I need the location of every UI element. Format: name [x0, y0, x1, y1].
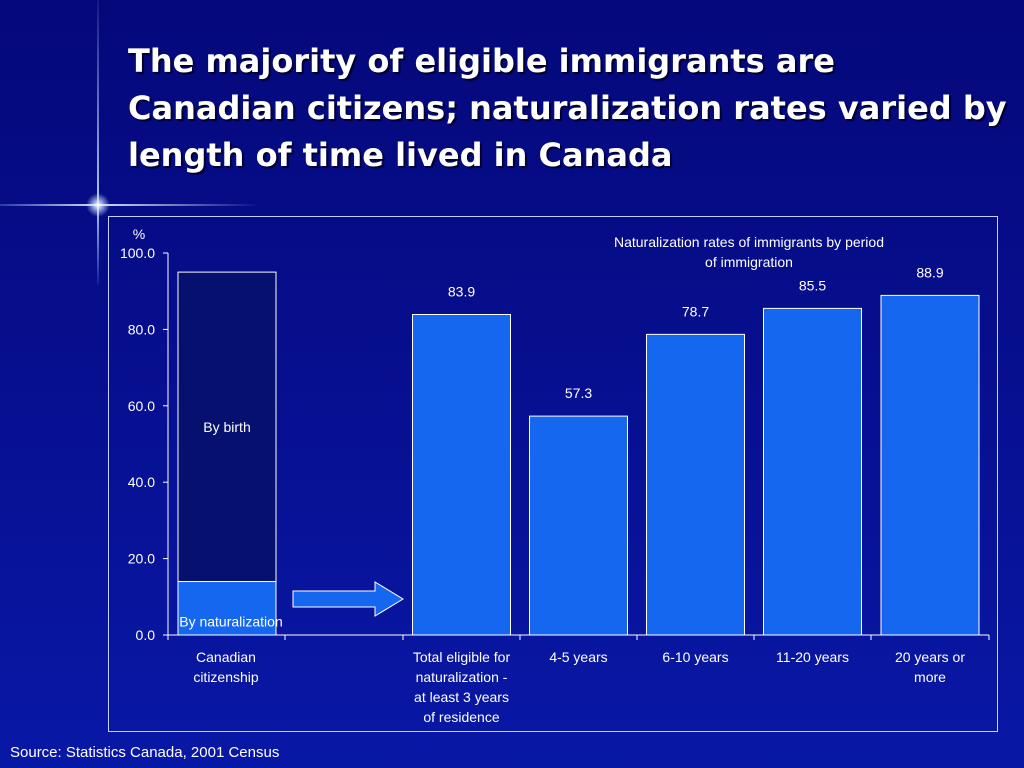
y-tick-label: 40.0: [128, 474, 155, 490]
data-label: 88.9: [916, 264, 943, 280]
y-tick-label: 60.0: [128, 398, 155, 414]
bar: [646, 333, 745, 636]
data-label: 83.9: [448, 284, 475, 300]
x-category-label: 6-10 years: [662, 649, 728, 665]
chart-panel: 100.0 80.0 60.0 40.0 20.0 0.0% By naturalizati…: [108, 216, 998, 732]
stacked-segment-label: By naturalization: [179, 613, 283, 629]
y-tick-label: 100.0: [120, 245, 155, 261]
chart-title: Naturalization rates of immigrants by pe…: [614, 234, 884, 250]
data-label: 57.3: [565, 385, 592, 401]
slide-title: The majority of eligible immigrants are …: [128, 42, 1007, 174]
right-arrow-icon: [292, 581, 404, 617]
decorative-sparkle-icon: [86, 193, 110, 217]
x-category-label: 20 years or: [895, 649, 965, 665]
decorative-vertical-line: [97, 0, 99, 285]
x-category-label: Total eligible for: [413, 649, 511, 665]
x-category-label: at least 3 years: [414, 689, 509, 705]
stacked-bar-segment: [177, 581, 277, 636]
y-tick-label: 0.0: [136, 627, 156, 643]
source-note: Source: Statistics Canada, 2001 Census: [10, 744, 280, 761]
x-category-label: naturalization -: [416, 669, 508, 685]
bar: [880, 294, 980, 636]
x-category-label: Canadian: [196, 649, 256, 665]
data-label: 78.7: [682, 303, 709, 319]
stacked-bar-segment: [177, 271, 277, 583]
bar: [763, 307, 862, 636]
y-tick-label: 20.0: [128, 551, 155, 567]
x-category-label: 4-5 years: [549, 649, 607, 665]
y-tick-label: 80.0: [128, 321, 155, 337]
x-category-label: more: [914, 669, 946, 685]
y-axis-unit-label: %: [133, 226, 145, 242]
stacked-segment-label: By birth: [203, 419, 250, 435]
bar: [412, 314, 511, 636]
x-category-label: of residence: [423, 709, 499, 725]
chart-title: of immigration: [705, 254, 793, 270]
x-category-label: citizenship: [193, 669, 259, 685]
bar: [529, 415, 628, 636]
naturalization-chart: 100.0 80.0 60.0 40.0 20.0 0.0% By naturalizati…: [120, 226, 990, 725]
decorative-horizontal-line: [0, 204, 260, 206]
x-category-label: 11-20 years: [776, 649, 849, 665]
data-label: 85.5: [799, 277, 826, 293]
